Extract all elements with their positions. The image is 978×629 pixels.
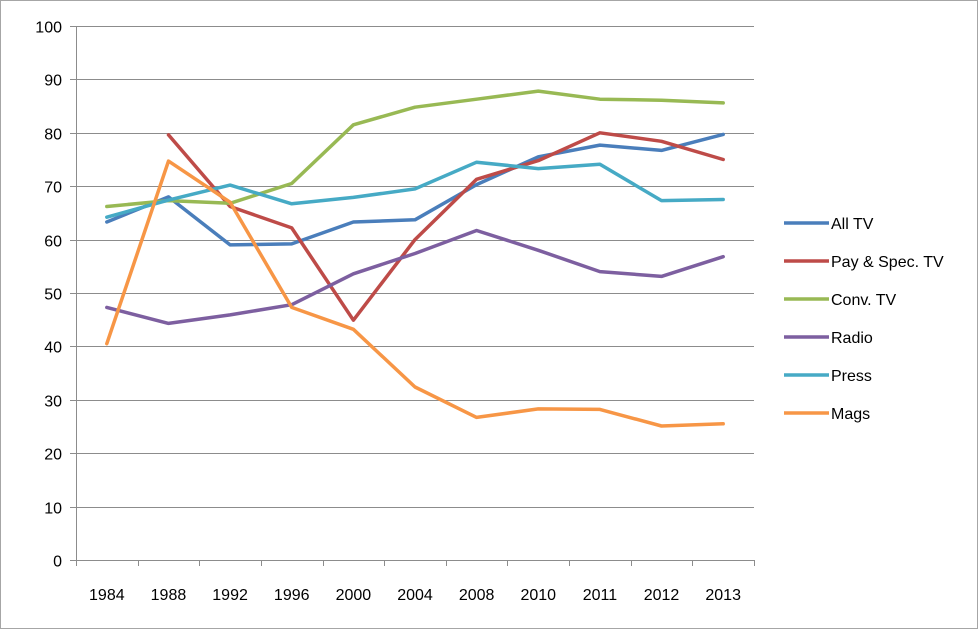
y-tick-label: 20 <box>44 447 62 464</box>
legend-item-radio: Radio <box>784 330 873 347</box>
y-tick-label: 30 <box>44 394 62 411</box>
legend: All TV Pay & Spec. TV Conv. TV Radio Press Ma… <box>784 216 944 423</box>
legend-item-mags: Mags <box>784 406 870 423</box>
legend-label: Press <box>831 368 872 385</box>
axes <box>70 26 755 566</box>
legend-label: Conv. TV <box>831 292 897 309</box>
tick-labels: 0 10 20 30 40 50 60 70 80 90 100 1984 1988 1992 1996 20… <box>35 20 741 605</box>
y-tick-label: 10 <box>44 501 62 518</box>
series-lines <box>105 89 725 428</box>
legend-item-conv-tv: Conv. TV <box>784 292 897 309</box>
x-tick-label: 2004 <box>397 587 433 604</box>
x-tick-label: 2011 <box>583 587 618 604</box>
legend-item-pay-spec-tv: Pay & Spec. TV <box>784 254 944 271</box>
y-tick-label: 90 <box>44 73 62 90</box>
legend-label: Radio <box>831 330 873 347</box>
x-tick-label: 2012 <box>644 587 680 604</box>
series-line-all-tv <box>105 132 725 247</box>
legend-item-all-tv: All TV <box>784 216 874 233</box>
y-tick-label: 40 <box>44 340 62 357</box>
x-tick-label: 2008 <box>459 587 495 604</box>
x-tick-label: 1996 <box>274 587 310 604</box>
y-tick-label: 70 <box>44 180 62 197</box>
series-line-mags <box>105 159 725 428</box>
legend-item-press: Press <box>784 368 872 385</box>
y-tick-label: 60 <box>44 234 62 251</box>
legend-label: Mags <box>831 406 870 423</box>
x-tick-label: 2000 <box>336 587 372 604</box>
y-tick-label: 100 <box>35 20 62 37</box>
y-tick-label: 50 <box>44 287 62 304</box>
series-line-conv-tv <box>105 89 725 209</box>
x-tick-label: 2013 <box>705 587 741 604</box>
legend-label: Pay & Spec. TV <box>831 254 944 271</box>
x-tick-label: 2010 <box>520 587 556 604</box>
series-line-pay-spec-tv <box>166 131 725 322</box>
x-tick-label: 1992 <box>212 587 248 604</box>
series-line-radio <box>105 228 725 326</box>
y-tick-label: 0 <box>53 554 62 571</box>
y-tick-label: 80 <box>44 127 62 144</box>
x-tick-label: 1984 <box>89 587 125 604</box>
x-tick-label: 1988 <box>151 587 187 604</box>
legend-label: All TV <box>831 216 874 233</box>
